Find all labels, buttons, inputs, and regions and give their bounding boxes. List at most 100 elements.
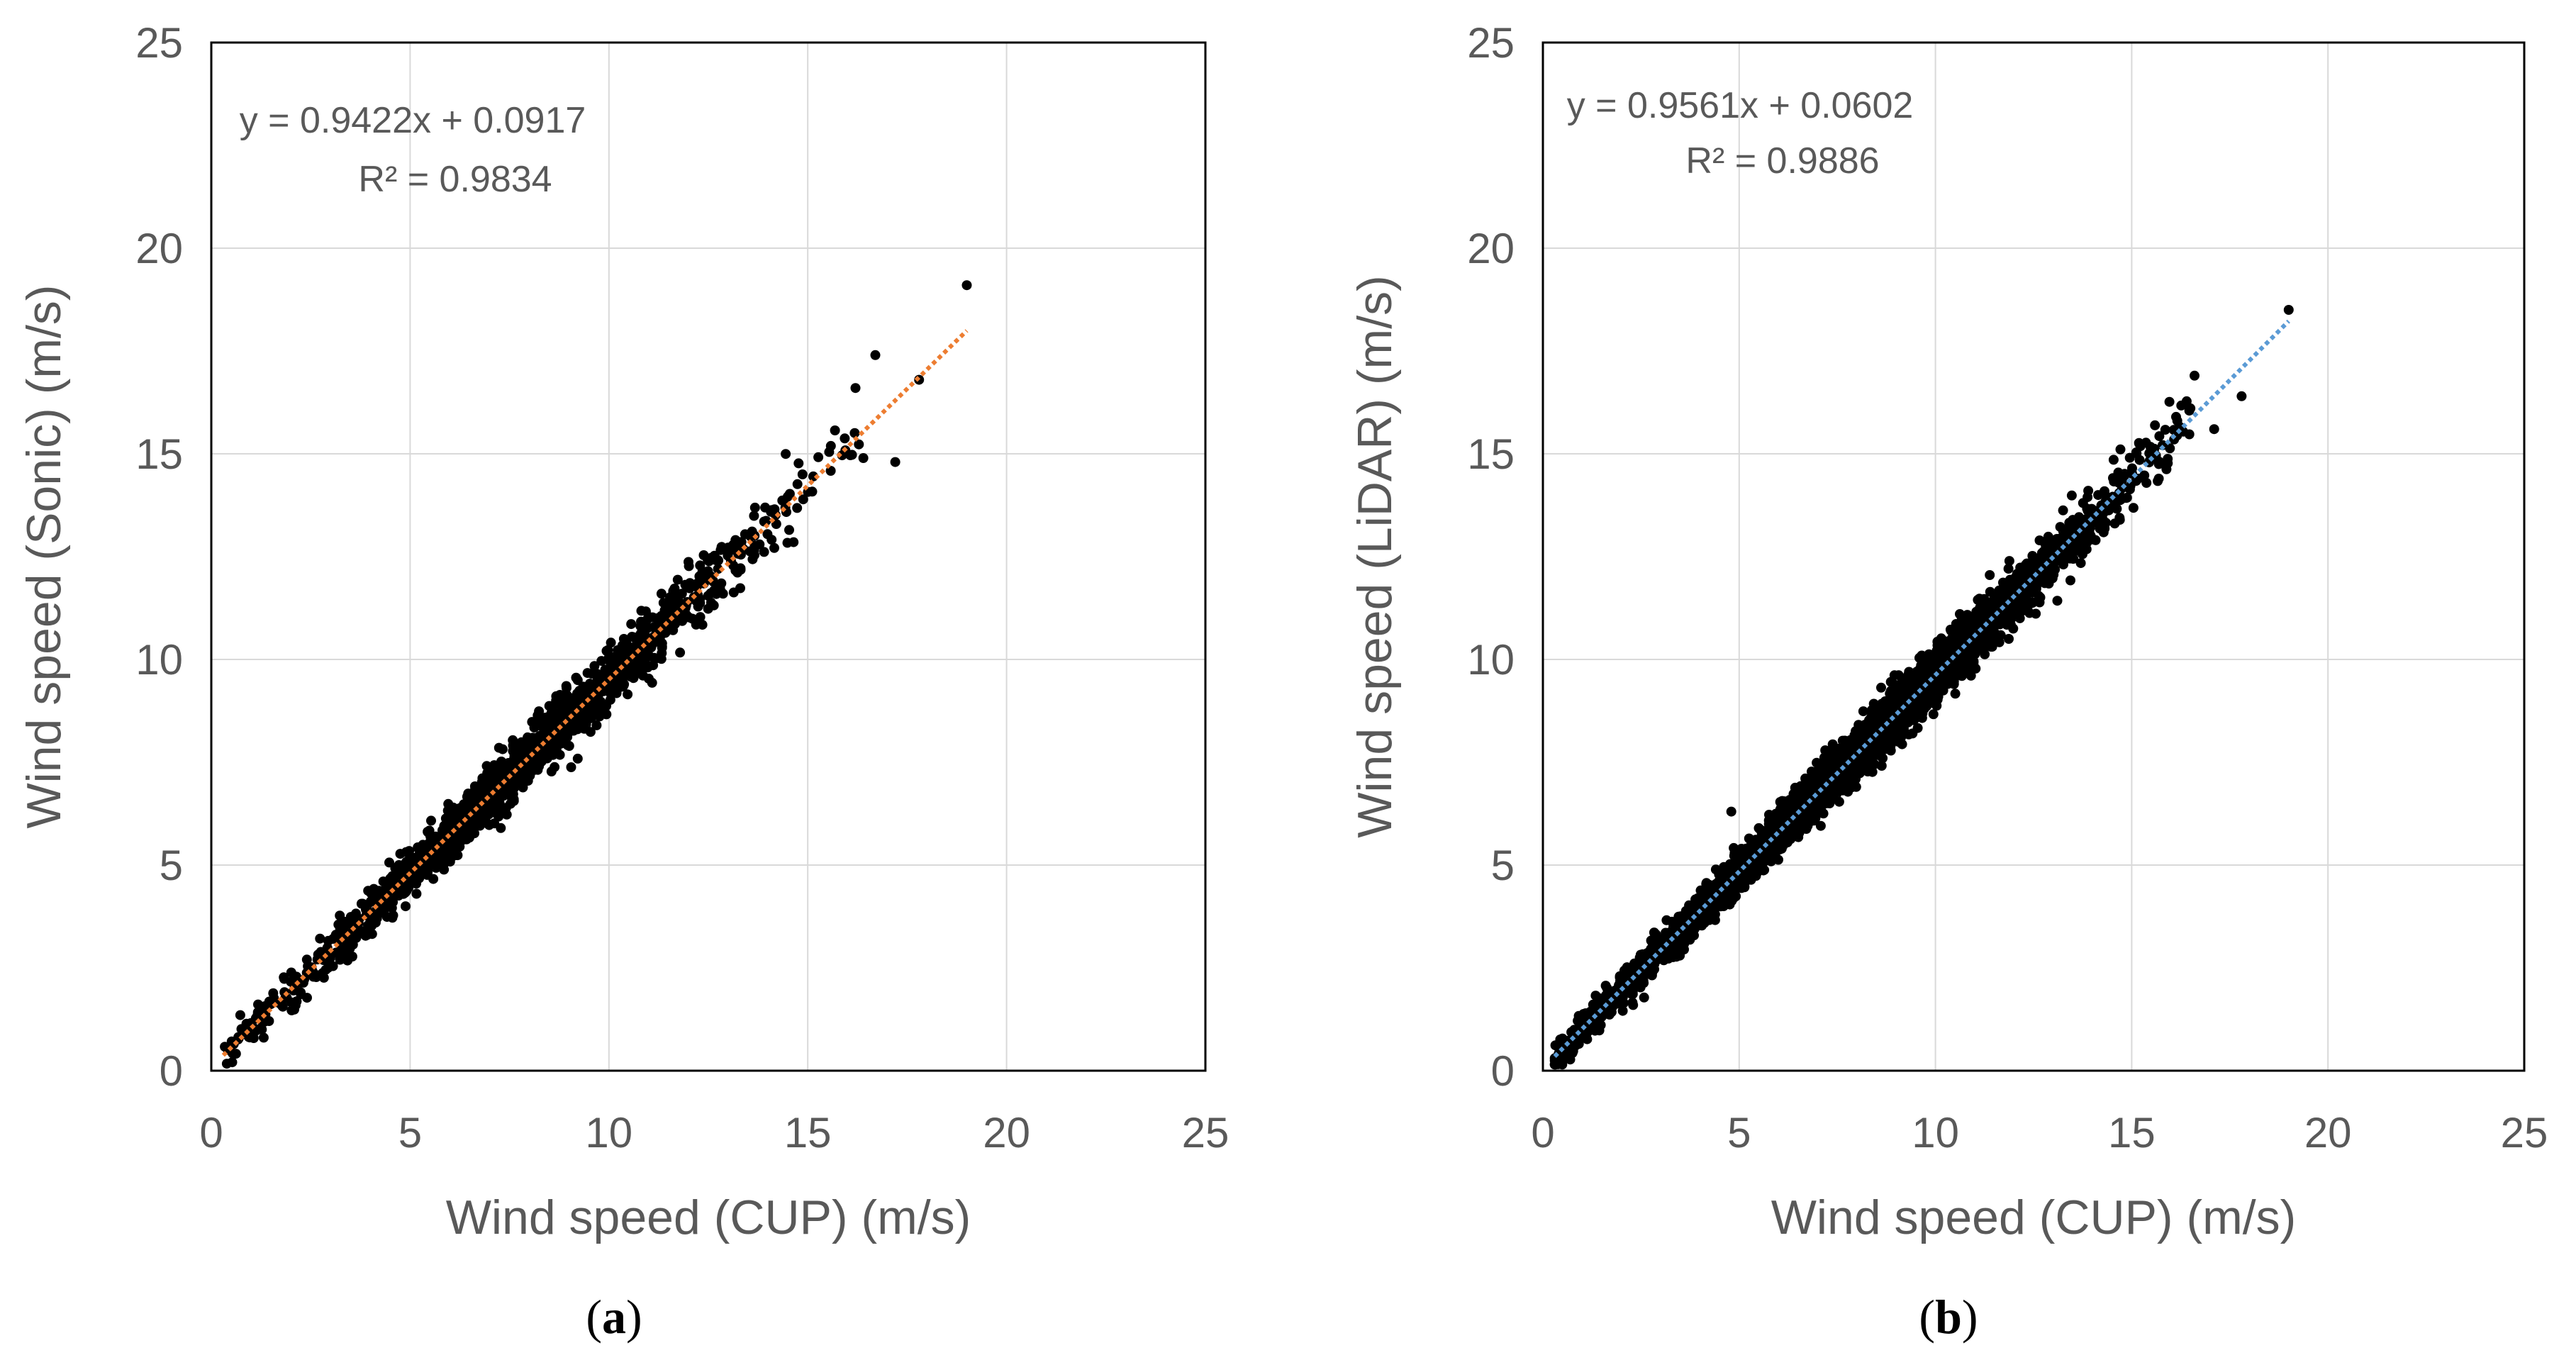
scatter-point [440, 849, 450, 860]
scatter-point [258, 1032, 269, 1043]
scatter-point [1928, 709, 1939, 720]
scatter-point [675, 647, 686, 658]
scatter-points-b [1549, 305, 2294, 1070]
scatter-point [422, 869, 433, 880]
scatter-point [2003, 564, 2014, 574]
scatter-point [854, 439, 864, 450]
scatter-point [747, 554, 758, 564]
y-tick-label-a: 15 [135, 430, 183, 478]
scatter-point [759, 547, 769, 557]
scatter-point [680, 579, 691, 590]
scatter-point [494, 742, 504, 753]
scatter-point [585, 727, 596, 737]
x-tick-label-a: 0 [199, 1109, 223, 1156]
scatter-point [530, 735, 541, 746]
scatter-point [708, 600, 719, 611]
scatter-point [858, 453, 869, 463]
scatter-point [494, 797, 505, 808]
scatter-point [265, 999, 276, 1010]
scatter-point [793, 458, 804, 469]
y-tick-label-a: 0 [160, 1047, 183, 1095]
scatter-point [572, 675, 583, 686]
scatter-point [508, 735, 518, 745]
scatter-point [622, 660, 632, 671]
scatter-point [544, 701, 554, 711]
scatter-point [277, 1001, 287, 1011]
scatter-point [2052, 596, 2063, 606]
scatter-point [496, 757, 507, 767]
scatter-point [890, 457, 901, 467]
scatter-point [2153, 456, 2164, 467]
scatter-point [849, 428, 860, 438]
scatter-point [484, 801, 495, 812]
scatter-point [559, 708, 570, 718]
scatter-point [220, 1042, 230, 1052]
scatter-point [703, 591, 713, 601]
scatter-point [523, 771, 533, 781]
scatter-point [374, 891, 385, 901]
scatter-point [366, 888, 377, 899]
scatter-point [695, 612, 706, 623]
scatter-point [345, 912, 356, 923]
scatter-point [713, 564, 723, 574]
scatter-point [813, 452, 824, 462]
scatter-point [2065, 575, 2075, 586]
scatter-point [723, 550, 733, 561]
scatter-point [1639, 992, 1649, 1003]
scatter-point [830, 425, 840, 435]
scatter-point [357, 898, 368, 909]
scatter-point [781, 449, 791, 459]
scatter-point [302, 993, 312, 1003]
scatter-point [695, 598, 706, 608]
scatter-point [572, 753, 583, 764]
scatter-point [610, 671, 621, 682]
scatter-point [562, 683, 571, 693]
scatter-point [303, 962, 314, 972]
scatter-point [589, 661, 600, 671]
scatter-point [824, 447, 835, 457]
scatter-point [268, 988, 279, 998]
scatter-point [600, 708, 610, 719]
scatter-point [629, 632, 640, 642]
scatter-point [2058, 505, 2068, 515]
scatter-point [623, 689, 633, 700]
scatter-point [318, 968, 328, 979]
scatter-point [315, 933, 325, 944]
plot-frame-b [1541, 41, 2526, 1072]
scatter-point [591, 720, 602, 730]
scatter-point [388, 897, 398, 908]
scatter-point [613, 645, 623, 655]
scatter-point [451, 832, 462, 842]
scatter-point [808, 471, 818, 481]
scatter-point [616, 654, 627, 664]
scatter-point [347, 952, 357, 962]
y-tick-label-a: 10 [135, 636, 183, 684]
scatter-point [425, 859, 435, 870]
scatter-point [630, 662, 640, 672]
x-tick-label-a: 20 [983, 1109, 1030, 1156]
scatter-point [519, 742, 530, 753]
scatter-point [523, 732, 533, 742]
scatter-point [564, 721, 575, 732]
scatter-point [798, 494, 808, 505]
scatter-point [508, 788, 518, 799]
regression-equation-a: y = 0.9422x + 0.0917 [240, 100, 586, 141]
scatter-point [657, 648, 667, 659]
scatter-point [542, 753, 552, 764]
scatter-point [551, 744, 562, 754]
scatter-point [1912, 723, 1923, 733]
scatter-point [850, 383, 861, 394]
scatter-point [797, 469, 808, 479]
chart-panel-b: 0 5 10 15 20 25 0 5 10 15 20 25 Wind spe… [1348, 19, 2548, 1344]
scatter-point [485, 772, 496, 783]
scatter-point [462, 791, 472, 802]
scatter-point [782, 537, 793, 548]
scatter-point [468, 825, 479, 836]
scatter-point [439, 820, 450, 831]
scatter-point [255, 1024, 265, 1035]
scatter-point [338, 941, 349, 952]
scatter-point [807, 486, 818, 497]
scatter-point [1985, 570, 1995, 580]
x-tick-label-a: 15 [784, 1109, 832, 1156]
